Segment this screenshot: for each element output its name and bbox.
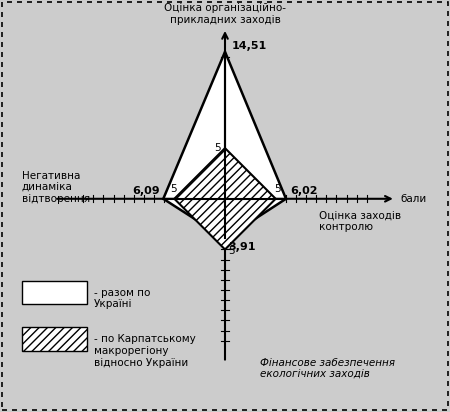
Polygon shape	[163, 52, 286, 239]
Text: 5: 5	[229, 246, 235, 256]
Text: 5: 5	[170, 184, 177, 194]
Text: 3,91: 3,91	[229, 242, 256, 252]
Text: 5: 5	[214, 143, 220, 153]
Text: Оцінка організаційно-
прикладних заходів: Оцінка організаційно- прикладних заходів	[164, 3, 286, 25]
Text: Оцінка заходів
контролю: Оцінка заходів контролю	[319, 211, 400, 232]
Text: 14,51: 14,51	[232, 41, 267, 51]
Text: Негативна
динаміка
відтворення: Негативна динаміка відтворення	[22, 171, 90, 204]
Text: - разом по
Україні: - разом по Україні	[94, 288, 150, 309]
Text: 6,09: 6,09	[132, 187, 160, 197]
Text: 6,02: 6,02	[291, 187, 318, 197]
Text: бали: бали	[400, 194, 427, 204]
Polygon shape	[174, 148, 276, 249]
Bar	[22, 281, 87, 304]
Text: - по Карпатському
макрорегіону
відносно України: - по Карпатському макрорегіону відносно …	[94, 335, 196, 368]
Bar	[22, 328, 87, 351]
Text: Фінансове забезпечення
екологічних заходів: Фінансове забезпечення екологічних заход…	[260, 358, 395, 379]
Text: 5: 5	[274, 184, 281, 194]
